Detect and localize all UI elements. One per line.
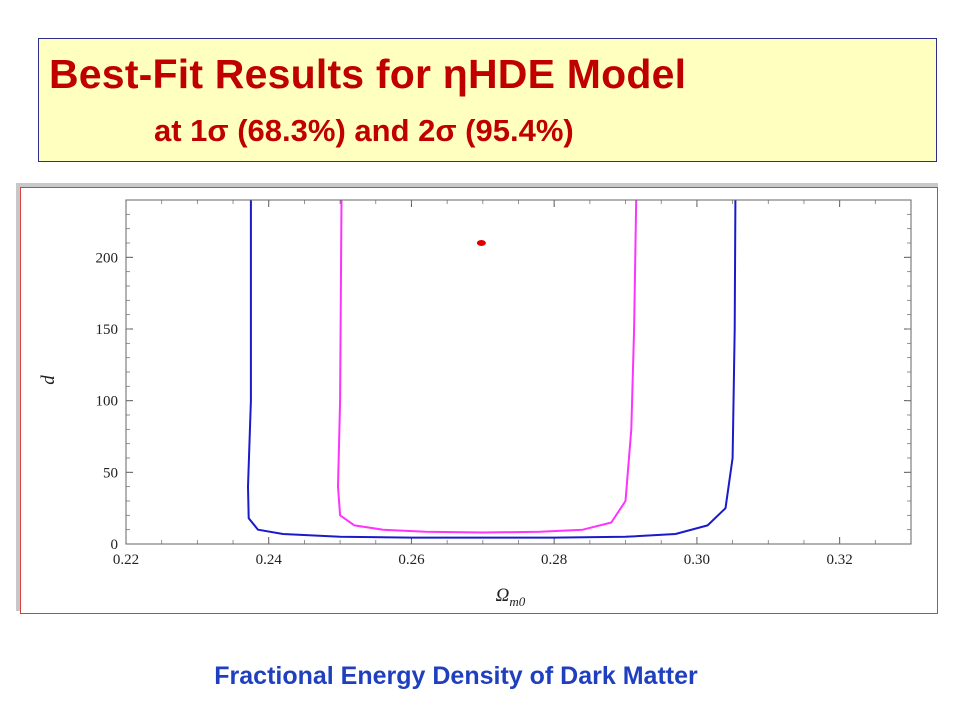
- x-tick-label: 0.24: [256, 552, 283, 568]
- plot-area: [125, 199, 912, 545]
- contour-2sigma: [247, 199, 737, 539]
- x-tick-label: 0.26: [398, 552, 425, 568]
- y-tick-label: 200: [96, 250, 119, 266]
- chart-frame: [20, 187, 938, 614]
- y-tick-label: 50: [103, 465, 118, 481]
- y-tick-label: 0: [111, 537, 119, 553]
- y-tick-label: 150: [96, 322, 119, 338]
- x-tick-label: 0.22: [113, 552, 139, 568]
- x-axis-label: Ωm0: [496, 585, 526, 609]
- x-tick-label: 0.30: [684, 552, 710, 568]
- y-axis-label: d: [38, 375, 59, 385]
- contour-1sigma: [337, 199, 638, 534]
- y-tick-label: 100: [96, 394, 119, 410]
- contour-plot: 0.22 0.24 0.26 0.28 0.30 0.32 0 50 100 150 200 Ωm0…: [38, 199, 912, 609]
- figure-caption: Fractional Energy Density of Dark Matter: [214, 662, 698, 690]
- best-fit-point: [476, 240, 486, 246]
- x-tick-label: 0.32: [827, 552, 853, 568]
- slide-subtitle: at 1σ (68.3%) and 2σ (95.4%): [154, 113, 574, 148]
- title-box: Best-Fit Results for ηHDE Model at 1σ (6…: [38, 38, 937, 162]
- x-tick-label: 0.28: [541, 552, 567, 568]
- slide-title: Best-Fit Results for ηHDE Model: [49, 51, 687, 97]
